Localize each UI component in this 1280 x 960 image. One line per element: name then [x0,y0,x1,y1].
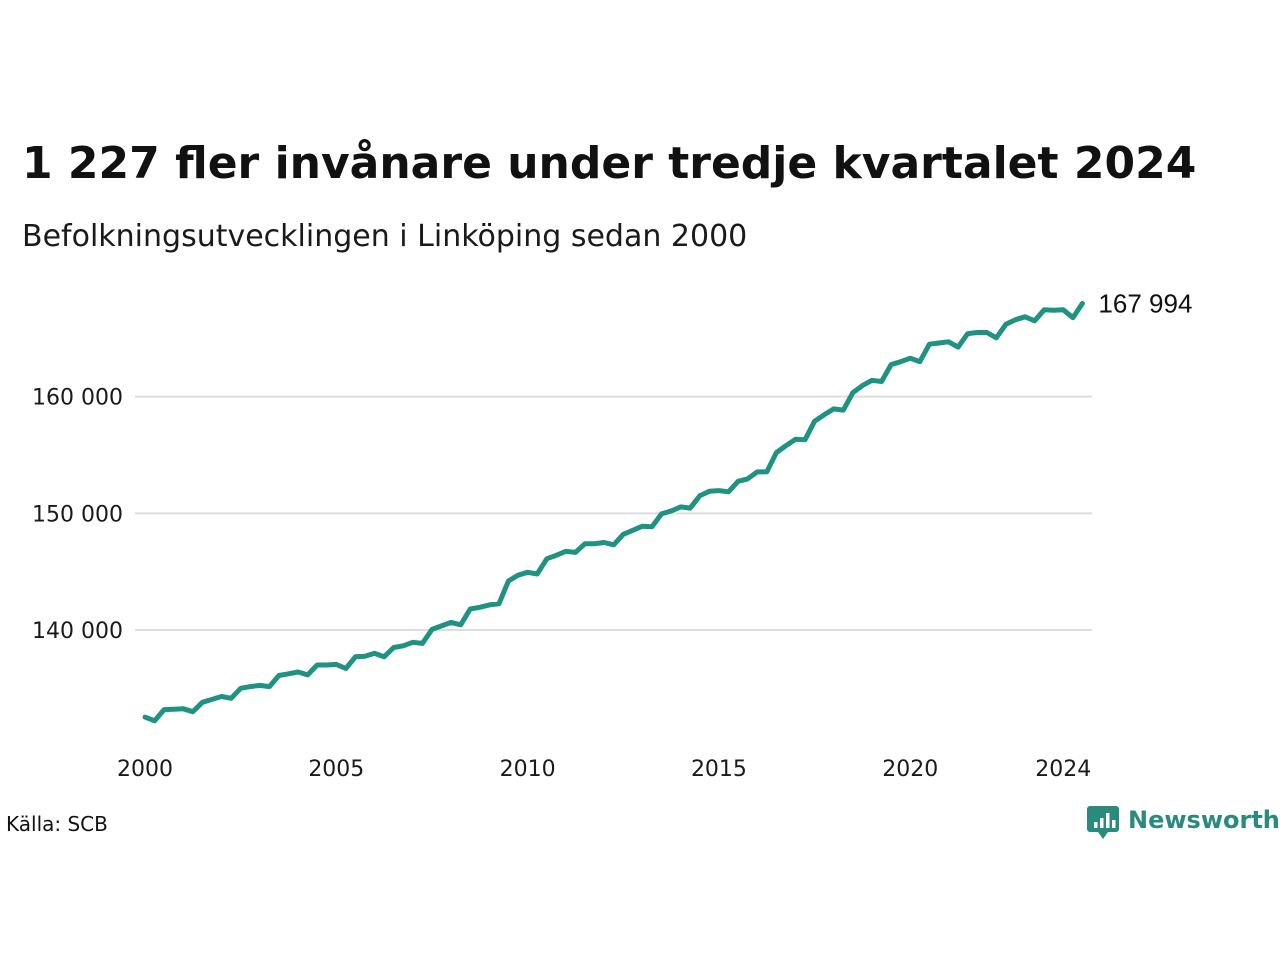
x-tick-label: 2010 [500,757,556,782]
x-tick-label: 2024 [1035,757,1091,782]
population-series-line [142,300,1085,724]
grid [135,395,1092,631]
end-value-label: 167 994 [1098,288,1192,318]
y-axis-ticks: 140 000 150 000 160 000 [32,386,123,644]
y-tick-label: 150 000 [32,502,123,527]
newsworthy-logo-icon [1087,806,1119,839]
x-tick-label: 2020 [882,757,938,782]
source-note: Källa: SCB [6,812,108,836]
brand-name: Newsworthy [1128,806,1280,834]
newsworthy-logo: Newsworthy [1087,806,1280,839]
x-axis-ticks: 2000 2005 2010 2015 2020 2024 [117,757,1091,782]
x-tick-label: 2015 [691,757,747,782]
y-tick-label: 160 000 [32,386,123,411]
y-tick-label: 140 000 [32,619,123,644]
end-label-layer: 167 994 [1098,288,1192,318]
x-tick-label: 2000 [117,757,173,782]
series-layer [142,300,1085,724]
x-tick-label: 2005 [308,757,364,782]
chart-title: 1 227 fler invånare under tredje kvartal… [22,138,1196,189]
chart-subtitle: Befolkningsutvecklingen i Linköping seda… [22,219,747,254]
